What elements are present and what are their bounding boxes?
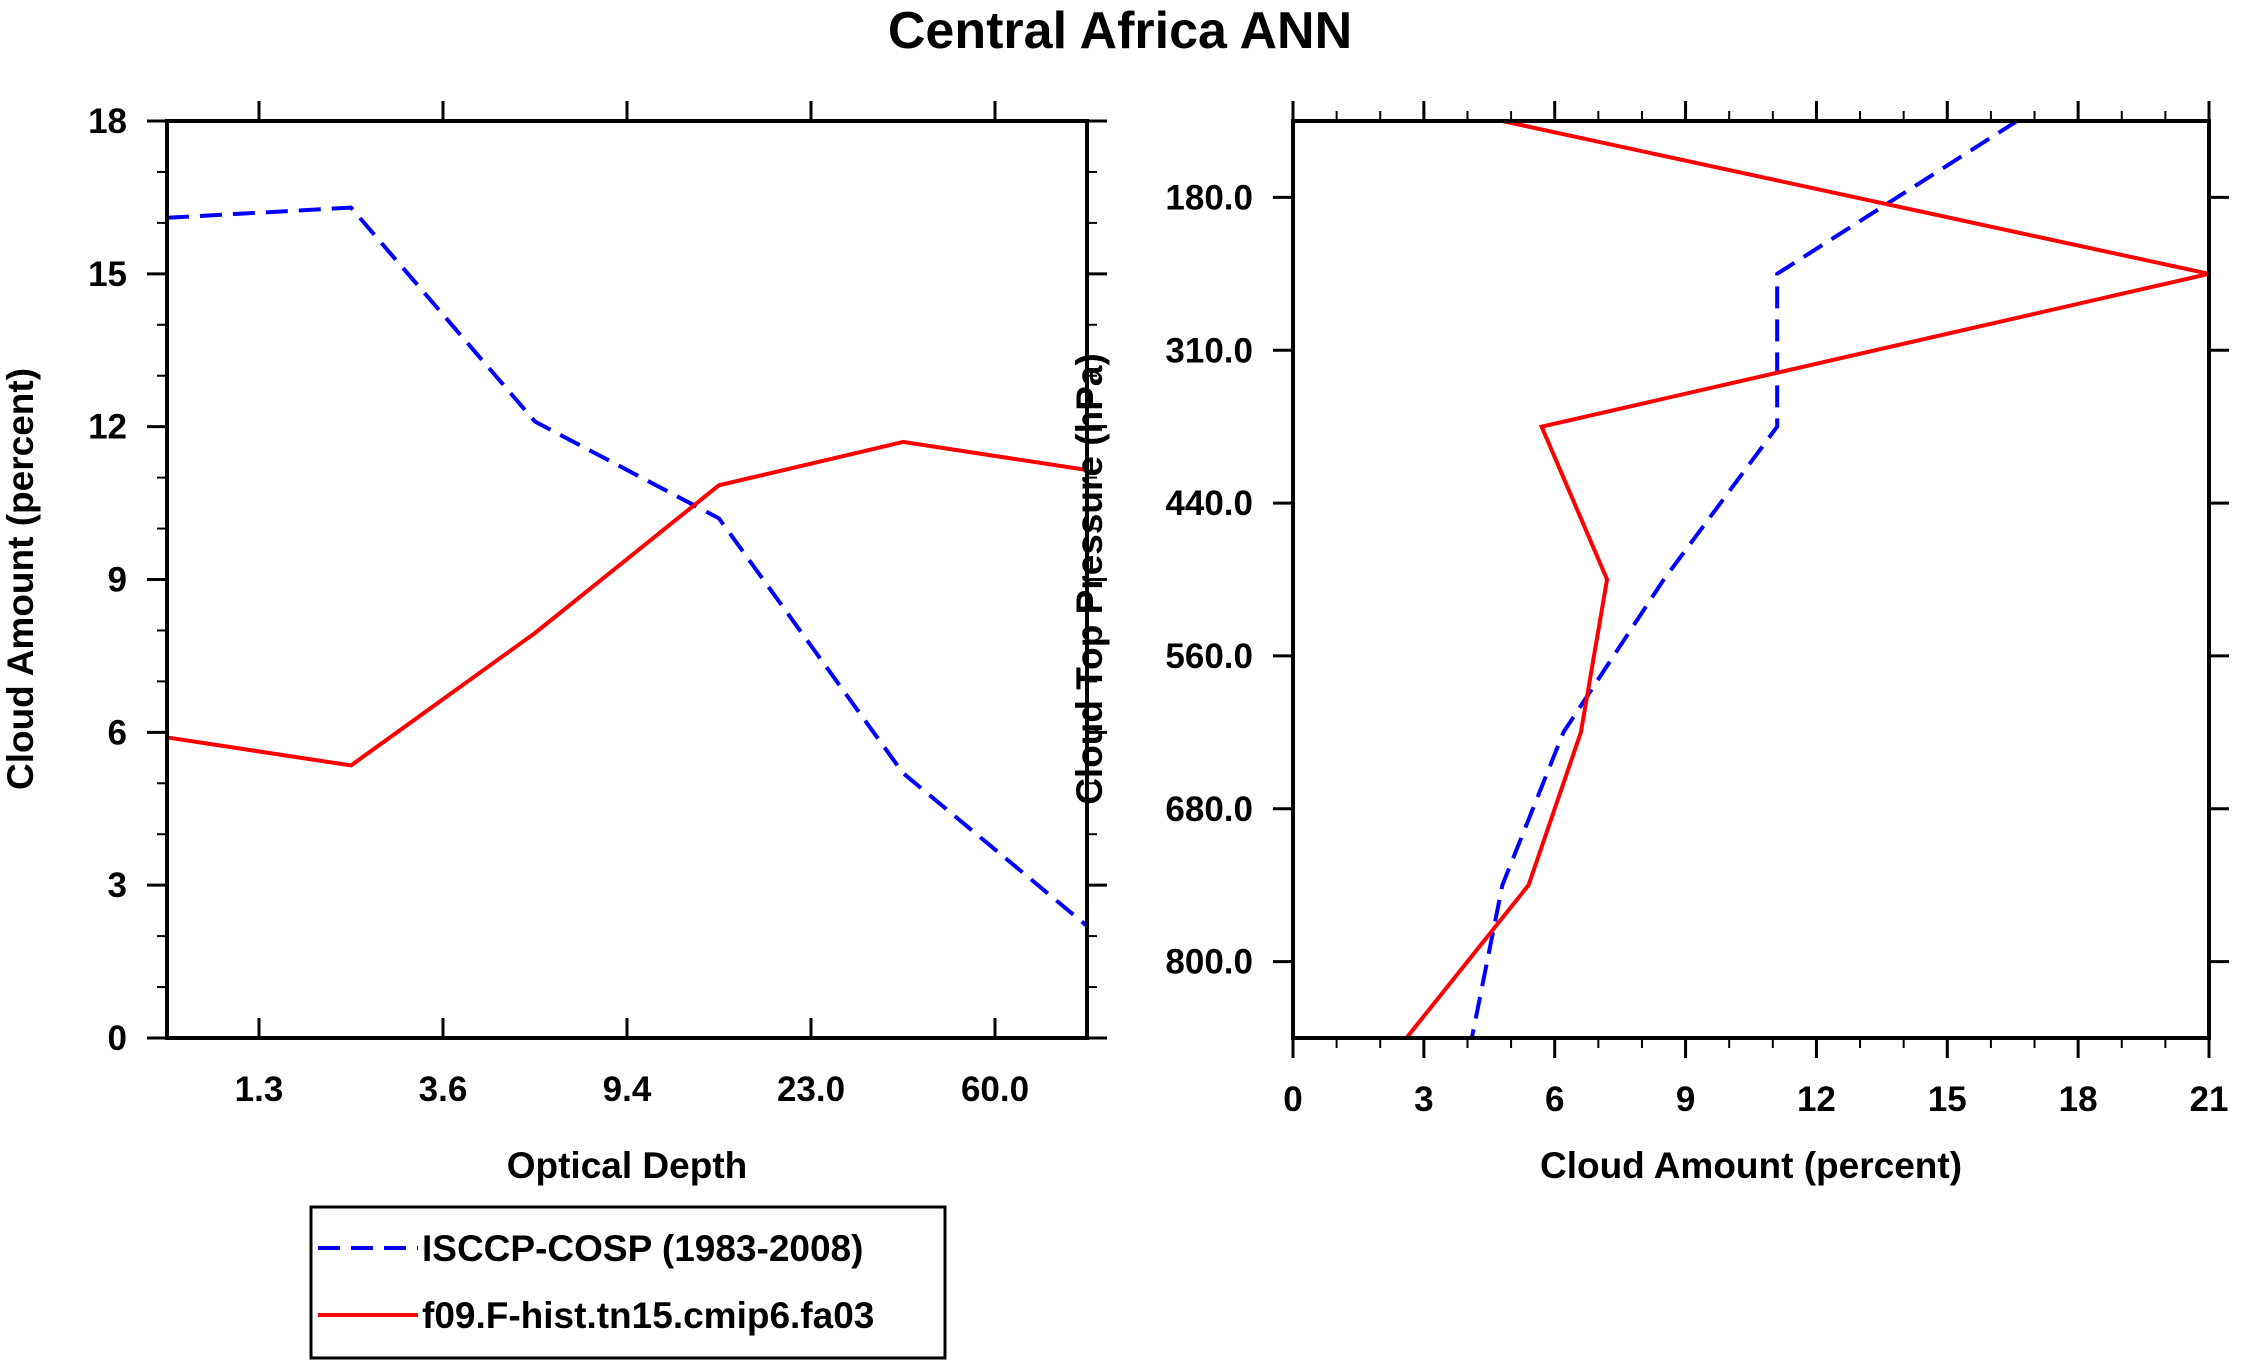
right-ticks xyxy=(1273,101,2229,1058)
right-y-tick-label: 440.0 xyxy=(1165,484,1253,523)
left-series xyxy=(166,205,1089,928)
left-y-tick-label: 15 xyxy=(88,255,127,294)
left-x-axis-label: Optical Depth xyxy=(507,1145,748,1186)
right-panel: 0 3 6 9 12 15 18 21 180.0 310.0 440.0 560.0 680.0 80… xyxy=(1069,101,2229,1186)
left-plot-frame xyxy=(165,119,1089,1040)
right-y-tick-labels: 180.0 310.0 440.0 560.0 680.0 800.0 xyxy=(1165,178,1253,981)
left-x-tick-labels: 1.3 3.6 9.4 23.0 60.0 xyxy=(235,1070,1029,1109)
right-y-axis-label: Cloud Top Pressure (hPa) xyxy=(1069,353,1110,805)
right-y-tick-label: 310.0 xyxy=(1165,331,1253,370)
left-panel: 1.3 3.6 9.4 23.0 60.0 0 3 6 9 12 15 18 Optical Dep… xyxy=(0,101,1107,1186)
right-y-tick-label: 800.0 xyxy=(1165,943,1253,982)
right-y-tick-label: 180.0 xyxy=(1165,178,1253,217)
right-y-tick-label: 560.0 xyxy=(1165,637,1253,676)
left-series-line-isccp xyxy=(166,205,1089,928)
right-x-tick-label: 18 xyxy=(2059,1080,2098,1119)
right-x-tick-label: 0 xyxy=(1283,1080,1302,1119)
left-x-tick-label: 23.0 xyxy=(777,1070,845,1109)
left-y-axis-label: Cloud Amount (percent) xyxy=(0,368,41,790)
left-y-tick-label: 6 xyxy=(108,713,127,752)
left-x-tick-label: 9.4 xyxy=(603,1070,652,1109)
left-series-line-model xyxy=(166,439,1088,768)
left-y-tick-label: 0 xyxy=(108,1019,127,1058)
left-y-tick-label: 18 xyxy=(88,102,127,141)
right-series-line-isccp xyxy=(1469,119,2019,1039)
left-ticks xyxy=(147,101,1107,1040)
right-series xyxy=(1404,119,2210,1040)
right-x-axis-label: Cloud Amount (percent) xyxy=(1540,1145,1962,1186)
right-x-tick-label: 21 xyxy=(2190,1080,2229,1119)
right-x-tick-label: 3 xyxy=(1414,1080,1433,1119)
left-y-tick-labels: 0 3 6 9 12 15 18 xyxy=(88,102,127,1058)
figure-title: Central Africa ANN xyxy=(888,2,1352,60)
right-plot-frame xyxy=(1291,119,2211,1040)
legend-label-model: f09.F-hist.tn15.cmip6.fa03 xyxy=(422,1295,874,1336)
left-y-tick-label: 3 xyxy=(108,866,127,905)
left-y-tick-label: 12 xyxy=(88,408,127,447)
right-x-tick-label: 9 xyxy=(1676,1080,1695,1119)
right-series-line-model xyxy=(1404,119,2210,1040)
right-x-tick-label: 15 xyxy=(1928,1080,1967,1119)
left-x-tick-label: 60.0 xyxy=(961,1070,1029,1109)
legend: ISCCP-COSP (1983-2008) f09.F-hist.tn15.c… xyxy=(309,1205,947,1360)
left-y-tick-label: 9 xyxy=(108,561,127,600)
left-x-tick-label: 3.6 xyxy=(419,1070,468,1109)
right-x-tick-labels: 0 3 6 9 12 15 18 21 xyxy=(1283,1080,2228,1119)
legend-box xyxy=(309,1205,947,1360)
right-x-tick-label: 6 xyxy=(1545,1080,1564,1119)
right-x-tick-label: 12 xyxy=(1797,1080,1836,1119)
left-x-tick-label: 1.3 xyxy=(235,1070,284,1109)
right-y-tick-label: 680.0 xyxy=(1165,790,1253,829)
legend-label-isccp: ISCCP-COSP (1983-2008) xyxy=(422,1228,863,1269)
